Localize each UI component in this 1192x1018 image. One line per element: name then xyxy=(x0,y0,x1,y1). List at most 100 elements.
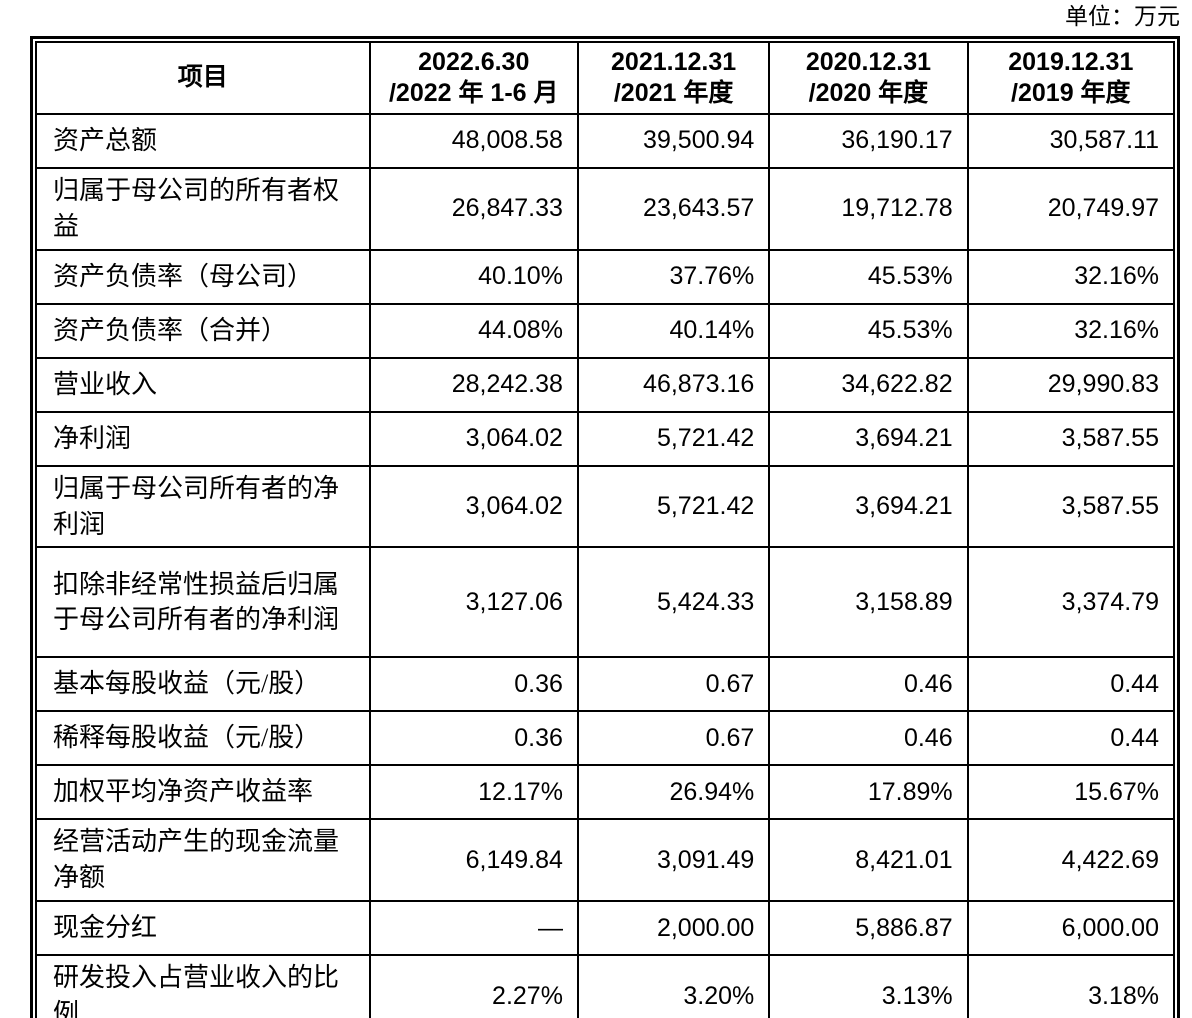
cell-value: 3,064.02 xyxy=(368,464,579,549)
table-row-net-profit: 净利润 3,064.02 5,721.42 3,694.21 3,587.55 xyxy=(35,410,1176,467)
cell-value: 46,873.16 xyxy=(576,356,771,413)
cell-value: 6,000.00 xyxy=(966,900,1176,957)
cell-value: 32.16% xyxy=(966,248,1176,305)
header-period-date: 2020.12.31 xyxy=(805,47,931,76)
cell-value: 2,000.00 xyxy=(576,900,771,957)
cell-value: 44.08% xyxy=(368,302,579,359)
header-period-2021: 2021.12.31 /2021 年度 xyxy=(576,40,771,115)
cell-value: 40.10% xyxy=(368,248,579,305)
table-row-rd-ratio: 研发投入占营业收入的比例 2.27% 3.20% 3.13% 3.18% xyxy=(35,954,1176,1018)
header-period-span: /2020 年度 xyxy=(808,78,929,107)
cell-value: 2.27% xyxy=(368,954,579,1018)
cell-value: 5,424.33 xyxy=(576,546,771,659)
cell-value: 34,622.82 xyxy=(768,356,969,413)
table-row-parent-equity: 归属于母公司的所有者权益 26,847.33 23,643.57 19,712.… xyxy=(35,166,1176,251)
header-item-column: 项目 xyxy=(35,40,371,115)
header-item-label: 项目 xyxy=(177,63,228,92)
header-period-span: /2022 年 1-6 月 xyxy=(388,78,559,107)
cell-value: 20,749.97 xyxy=(966,166,1176,251)
cell-value: 36,190.17 xyxy=(768,112,969,169)
cell-value: 45.53% xyxy=(768,248,969,305)
row-label: 现金分红 xyxy=(35,900,371,957)
table-row-basic-eps: 基本每股收益（元/股） 0.36 0.67 0.46 0.44 xyxy=(35,656,1176,713)
cell-value: 0.46 xyxy=(768,656,969,713)
row-label: 扣除非经常性损益后归属于母公司所有者的净利润 xyxy=(35,546,371,659)
cell-value: 3,091.49 xyxy=(576,818,771,903)
cell-value: 8,421.01 xyxy=(768,818,969,903)
cell-value: 32.16% xyxy=(966,302,1176,359)
cell-value: 3,694.21 xyxy=(768,410,969,467)
row-label: 稀释每股收益（元/股） xyxy=(35,710,371,767)
header-period-date: 2019.12.31 xyxy=(1008,47,1134,76)
cell-value: 3,694.21 xyxy=(768,464,969,549)
cell-value: 30,587.11 xyxy=(966,112,1176,169)
cell-value: 28,242.38 xyxy=(368,356,579,413)
table-row-total-assets: 资产总额 48,008.58 39,500.94 36,190.17 30,58… xyxy=(35,112,1176,169)
cell-value: 17.89% xyxy=(768,764,969,821)
cell-value: 39,500.94 xyxy=(576,112,771,169)
row-label: 加权平均净资产收益率 xyxy=(35,764,371,821)
table-row-diluted-eps: 稀释每股收益（元/股） 0.36 0.67 0.46 0.44 xyxy=(35,710,1176,767)
table-row-debt-ratio-parent: 资产负债率（母公司） 40.10% 37.76% 45.53% 32.16% xyxy=(35,248,1176,305)
row-label: 归属于母公司所有者的净利润 xyxy=(35,464,371,549)
cell-value: 19,712.78 xyxy=(768,166,969,251)
cell-value: 3.13% xyxy=(768,954,969,1018)
table-row-cash-dividend: 现金分红 — 2,000.00 5,886.87 6,000.00 xyxy=(35,900,1176,957)
header-period-2022: 2022.6.30 /2022 年 1-6 月 xyxy=(368,40,579,115)
cell-value: 40.14% xyxy=(576,302,771,359)
table-row-operating-cash-flow: 经营活动产生的现金流量净额 6,149.84 3,091.49 8,421.01… xyxy=(35,818,1176,903)
row-label: 资产负债率（合并） xyxy=(35,302,371,359)
financial-table-frame: 项目 2022.6.30 /2022 年 1-6 月 2021.12.31 /2… xyxy=(30,35,1180,1018)
cell-value: 3,127.06 xyxy=(368,546,579,659)
cell-value: 48,008.58 xyxy=(368,112,579,169)
header-period-span: /2019 年度 xyxy=(1011,78,1131,107)
header-period-span: /2021 年度 xyxy=(613,78,734,107)
cell-value: 45.53% xyxy=(768,302,969,359)
cell-value: 0.46 xyxy=(768,710,969,767)
cell-value: — xyxy=(368,900,579,957)
cell-value: 12.17% xyxy=(368,764,579,821)
cell-value: 26.94% xyxy=(576,764,771,821)
cell-value: 0.67 xyxy=(576,710,771,767)
cell-value: 3,158.89 xyxy=(768,546,969,659)
cell-value: 4,422.69 xyxy=(966,818,1176,903)
financial-summary-table: 项目 2022.6.30 /2022 年 1-6 月 2021.12.31 /2… xyxy=(35,40,1176,1018)
cell-value: 3,374.79 xyxy=(966,546,1176,659)
cell-value: 0.67 xyxy=(576,656,771,713)
row-label: 归属于母公司的所有者权益 xyxy=(35,166,371,251)
header-period-date: 2021.12.31 xyxy=(611,47,737,76)
cell-value: 3,587.55 xyxy=(966,464,1176,549)
cell-value: 29,990.83 xyxy=(966,356,1176,413)
table-row-net-profit-excl-nonrecurring: 扣除非经常性损益后归属于母公司所有者的净利润 3,127.06 5,424.33… xyxy=(35,546,1176,659)
cell-value: 0.44 xyxy=(966,656,1176,713)
cell-value: 26,847.33 xyxy=(368,166,579,251)
row-label: 营业收入 xyxy=(35,356,371,413)
cell-value: 3.18% xyxy=(966,954,1176,1018)
row-label: 基本每股收益（元/股） xyxy=(35,656,371,713)
header-period-date: 2022.6.30 xyxy=(418,47,530,76)
cell-value: 0.36 xyxy=(368,710,579,767)
table-row-operating-revenue: 营业收入 28,242.38 46,873.16 34,622.82 29,99… xyxy=(35,356,1176,413)
header-row: 项目 2022.6.30 /2022 年 1-6 月 2021.12.31 /2… xyxy=(35,40,1176,115)
row-label: 资产负债率（母公司） xyxy=(35,248,371,305)
cell-value: 15.67% xyxy=(966,764,1176,821)
cell-value: 0.36 xyxy=(368,656,579,713)
cell-value: 3.20% xyxy=(576,954,771,1018)
cell-value: 5,721.42 xyxy=(576,410,771,467)
cell-value: 3,587.55 xyxy=(966,410,1176,467)
table-row-debt-ratio-consolidated: 资产负债率（合并） 44.08% 40.14% 45.53% 32.16% xyxy=(35,302,1176,359)
table-row-net-profit-parent: 归属于母公司所有者的净利润 3,064.02 5,721.42 3,694.21… xyxy=(35,464,1176,549)
cell-value: 6,149.84 xyxy=(368,818,579,903)
row-label: 资产总额 xyxy=(35,112,371,169)
row-label: 研发投入占营业收入的比例 xyxy=(35,954,371,1018)
cell-value: 5,886.87 xyxy=(768,900,969,957)
row-label: 净利润 xyxy=(35,410,371,467)
cell-value: 0.44 xyxy=(966,710,1176,767)
header-period-2019: 2019.12.31 /2019 年度 xyxy=(966,40,1176,115)
table-row-weighted-avg-roe: 加权平均净资产收益率 12.17% 26.94% 17.89% 15.67% xyxy=(35,764,1176,821)
cell-value: 37.76% xyxy=(576,248,771,305)
row-label: 经营活动产生的现金流量净额 xyxy=(35,818,371,903)
unit-label: 单位：万元 xyxy=(1065,4,1180,29)
cell-value: 23,643.57 xyxy=(576,166,771,251)
